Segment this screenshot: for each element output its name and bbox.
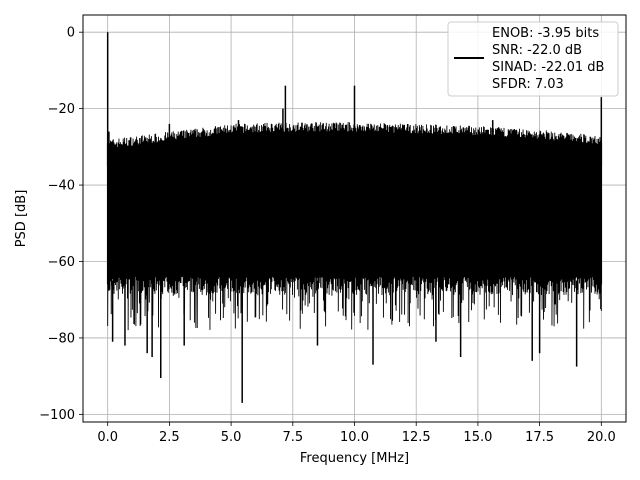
noise-trace [107, 122, 602, 331]
x-tick-label: 2.5 [159, 430, 180, 445]
legend-entry-snr: SNR: -22.0 dB [492, 43, 582, 58]
x-tick-label: 12.5 [402, 430, 431, 445]
legend-box [447, 21, 619, 97]
legend: ENOB: -3.95 bits SNR: -22.0 dB SINAD: -2… [447, 21, 619, 97]
y-tick-label: −80 [48, 331, 75, 346]
series-trace [106, 32, 603, 403]
y-tick-label: −60 [48, 255, 75, 270]
x-tick-label: 20.0 [587, 430, 616, 445]
x-axis-label: Frequency [MHz] [300, 451, 409, 466]
y-axis-label: PSD [dB] [14, 190, 29, 248]
x-axis: 0.0 2.5 5.0 7.5 10.0 12.5 15.0 17.5 20.0 [97, 422, 616, 445]
y-tick-label: −40 [48, 179, 75, 194]
x-tick-label: 0.0 [97, 430, 118, 445]
legend-entry-sfdr: SFDR: 7.03 [492, 77, 564, 92]
x-tick-label: 7.5 [282, 430, 303, 445]
y-tick-label: −20 [48, 102, 75, 117]
y-tick-label: −100 [39, 408, 75, 423]
y-axis: 0 −20 −40 −60 −80 −100 [39, 26, 83, 423]
x-tick-label: 10.0 [340, 430, 369, 445]
legend-entry-sinad: SINAD: -22.01 dB [492, 60, 604, 75]
x-tick-label: 17.5 [525, 430, 554, 445]
y-tick-label: 0 [67, 26, 75, 41]
x-tick-label: 15.0 [463, 430, 492, 445]
legend-entry-enob: ENOB: -3.95 bits [492, 26, 599, 41]
x-tick-label: 5.0 [221, 430, 242, 445]
